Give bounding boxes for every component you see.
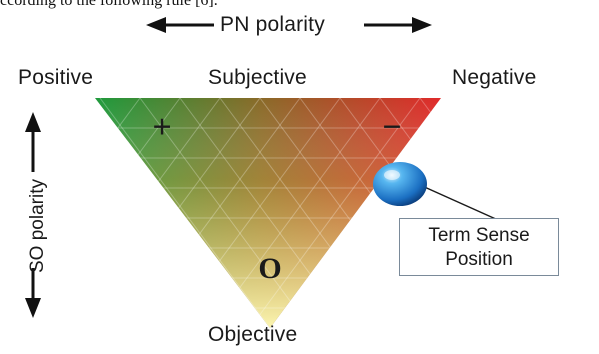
objective-label: Objective <box>208 323 298 346</box>
minus-marker: − <box>382 109 401 146</box>
term-sense-position-box: Term Sense Position <box>399 218 559 276</box>
so-polarity-label: SO polarity <box>27 179 48 273</box>
term-sense-line2: Position <box>445 249 513 270</box>
page-caption: ccording to the following rule [6]. <box>0 0 218 9</box>
pn-arrow-right <box>364 17 432 33</box>
zero-marker: O <box>258 252 281 285</box>
term-sense-pointer <box>419 184 499 221</box>
negative-label: Negative <box>452 66 537 89</box>
pn-arrow-left <box>146 17 214 33</box>
pn-polarity-label: PN polarity <box>220 13 325 36</box>
so-arrow-up <box>25 112 41 172</box>
subjective-label: Subjective <box>208 66 307 89</box>
plus-marker: + <box>152 109 171 146</box>
so-arrow-down <box>25 268 41 318</box>
positive-label: Positive <box>18 66 94 89</box>
term-sense-sphere-icon <box>373 162 427 206</box>
term-sense-line1: Term Sense <box>428 225 530 246</box>
